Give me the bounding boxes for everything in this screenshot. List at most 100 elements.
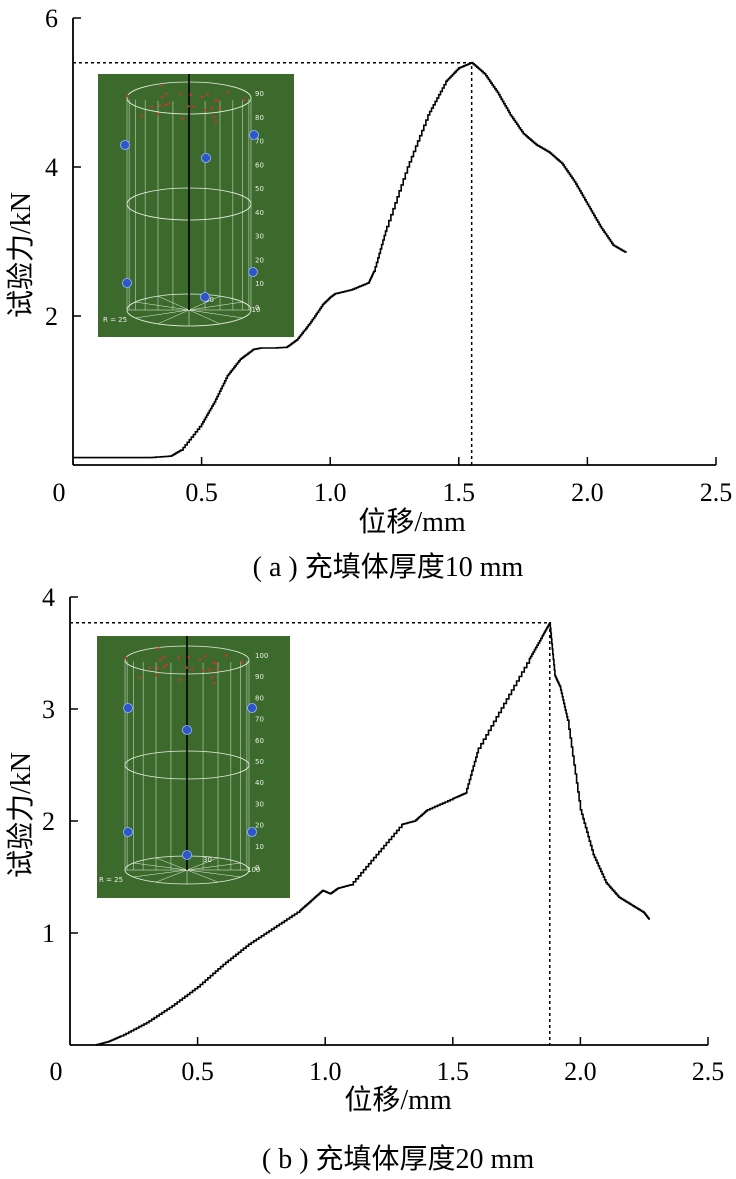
inset-radial-line [188,309,221,325]
inset-event-dot [124,656,127,660]
inset-event-dot [214,662,217,665]
x-tick-label-a: 0.5 [185,478,218,507]
inset-sensor-sphere [247,703,257,713]
inset-event-dot [179,92,182,96]
inset-b-background [97,636,290,898]
inset-event-dot [189,93,193,96]
inset-event-dot [200,95,204,98]
inset-scale-number: 20 [255,256,264,264]
panel-a: 0 0.5 1.0 1.5 2.0 2.5 2 4 6 90 80 70 60 50 40 30 20 10 0 R… [5,4,732,583]
inset-event-dot [138,676,141,679]
inset-radial-line [133,869,188,878]
inset-radial-line [186,857,219,871]
inset-event-dot [210,106,214,109]
inset-event-dot [179,678,182,681]
inset-scale-number: 0 [255,304,259,312]
y-tick-label-a: 4 [45,153,58,182]
x-tick-label-b: 1.5 [437,1057,470,1086]
inset-scale-number: 10 [255,843,264,851]
inset-a-background [98,74,294,337]
inset-event-dot [159,84,162,87]
x-tick-label-b: 0.5 [181,1057,214,1086]
x-tick-label-a: 1.0 [314,478,347,507]
inset-scale-number: 30 [255,233,264,241]
inset-scale-number: 90 [255,673,264,681]
inset-scale-number: 60 [255,161,264,169]
inset-event-dot [214,120,218,124]
inset-sensor-sphere [182,850,192,860]
inset-event-dot [187,656,191,659]
caption-a: ( a ) 充填体厚度10 mm [253,551,524,583]
inset-event-dot [155,674,158,677]
inset-scale-number: 50 [255,758,264,766]
x-axis-label-b: 位移/mm [344,1084,452,1116]
inset-radius-label: R = 25 [99,876,123,884]
inset-event-dot [217,107,221,110]
inset-a: 90 80 70 60 50 40 30 20 10 0 R = 25 30 -10 [103,74,264,327]
inset-event-dot [204,654,207,658]
y-tick-label-b: 3 [42,695,55,724]
inset-event-dot [158,657,162,661]
ticks-b: 0 0.5 1.0 1.5 2.0 2.5 1 2 3 4 [42,583,724,1086]
load-curve-b [95,621,651,1046]
inset-scale-number: 100 [255,652,268,660]
x-tick-label-b: 2.0 [564,1057,597,1086]
inset-sensor-sphere [123,827,133,837]
y-axis-label-a: 试验力/kN [5,192,37,318]
inset-event-dot [148,666,152,670]
inset-event-dot [208,668,212,671]
inset-event-dot [185,666,188,669]
inset-scale-number: 10 [255,280,264,288]
x-axis-label-a: 位移/mm [358,506,466,538]
inset-angle-label: 30 [205,296,214,304]
inset-radial-line [188,295,221,311]
load-curve-a [73,61,627,459]
inset-sensor-sphere [201,153,211,163]
inset-angle-label: -10 [249,306,260,314]
x-tick-label-a: 2.0 [571,478,604,507]
inset-event-dot [212,681,216,685]
inset-event-dot [212,115,216,118]
inset-sensor-sphere [120,140,130,150]
inset-radial-line [135,309,190,319]
inset-event-dot [216,99,219,102]
inset-radius-label: R = 25 [103,316,127,324]
inset-scale-number: 70 [255,138,264,146]
inset-sensor-sphere [247,827,257,837]
x-tick-label-b: 0 [50,1057,63,1086]
x-tick-label-a: 1.5 [443,478,476,507]
inset-radial-line [186,869,219,883]
inset-sensor-sphere [249,130,259,140]
y-tick-label-a: 2 [45,302,58,331]
inset-scale-number: 40 [255,779,264,787]
inset-event-dot [162,665,166,669]
inset-sensor-sphere [182,725,192,735]
inset-event-dot [165,663,168,666]
x-tick-label-a: 0 [53,478,66,507]
inset-sensor-sphere [123,703,133,713]
inset-scale-number: 80 [255,694,264,702]
inset-event-dot [150,105,154,109]
inset-scale-number: 0 [255,864,259,872]
inset-scale-number: 20 [255,822,264,830]
inset-event-dot [164,92,168,96]
inset-angle-label: 100 [247,866,260,874]
inset-radial-line [188,301,243,311]
inset-radial-line [157,295,190,311]
inset-event-dot [126,94,129,98]
inset-event-dot [206,92,209,96]
inset-radial-line [133,862,188,871]
inset-event-dot [215,668,219,671]
caption-b: ( b ) 充填体厚度20 mm [262,1143,534,1175]
ticks-a: 0 0.5 1.0 1.5 2.0 2.5 2 4 6 [45,4,732,507]
inset-scale-number: 60 [255,737,264,745]
y-tick-label-b: 1 [42,919,55,948]
inset-scale-number: 40 [255,209,264,217]
inset-scale-number: 30 [255,800,264,808]
y-tick-label-a: 6 [45,4,58,33]
inset-event-dot [198,658,202,661]
inset-event-dot [210,676,214,679]
inset-event-dot [242,98,246,101]
inset-angle-label: 30 [203,856,212,864]
inset-event-dot [202,669,205,672]
